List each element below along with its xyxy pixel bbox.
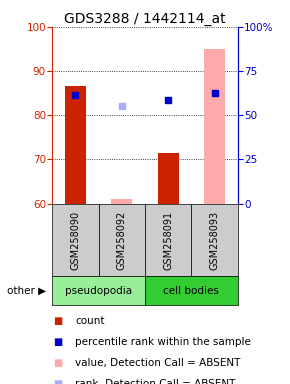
Bar <box>204 49 225 204</box>
Text: count: count <box>75 316 105 326</box>
Text: value, Detection Call = ABSENT: value, Detection Call = ABSENT <box>75 358 241 368</box>
Title: GDS3288 / 1442114_at: GDS3288 / 1442114_at <box>64 12 226 26</box>
Text: ■: ■ <box>53 379 63 384</box>
Text: GSM258093: GSM258093 <box>210 210 220 270</box>
Bar <box>158 153 179 204</box>
Text: ■: ■ <box>53 337 63 347</box>
Text: GSM258091: GSM258091 <box>163 210 173 270</box>
Text: pseudopodia: pseudopodia <box>65 286 132 296</box>
Text: GSM258092: GSM258092 <box>117 210 127 270</box>
Text: cell bodies: cell bodies <box>164 286 219 296</box>
Text: percentile rank within the sample: percentile rank within the sample <box>75 337 251 347</box>
Bar <box>111 199 132 204</box>
Text: ■: ■ <box>53 316 63 326</box>
Text: ■: ■ <box>53 358 63 368</box>
Text: GSM258090: GSM258090 <box>70 210 80 270</box>
Text: rank, Detection Call = ABSENT: rank, Detection Call = ABSENT <box>75 379 236 384</box>
Text: other ▶: other ▶ <box>7 286 46 296</box>
Bar <box>65 86 86 204</box>
